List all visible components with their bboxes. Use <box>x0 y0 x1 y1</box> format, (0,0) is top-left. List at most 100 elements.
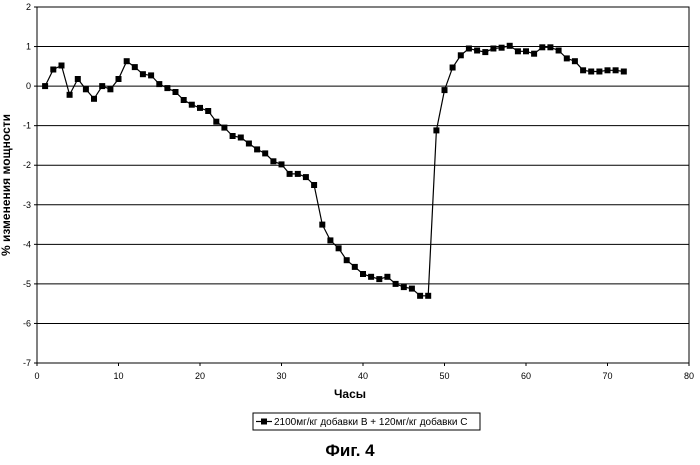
data-point <box>613 67 619 73</box>
data-point <box>230 133 236 139</box>
data-point <box>75 76 81 82</box>
data-point <box>425 293 431 299</box>
data-point <box>572 58 578 64</box>
data-point <box>181 97 187 103</box>
data-point <box>368 274 374 280</box>
figure-caption: Фиг. 4 <box>0 441 700 461</box>
data-point <box>588 69 594 75</box>
data-point <box>238 135 244 141</box>
data-point <box>262 150 268 156</box>
data-point <box>303 174 309 180</box>
data-point <box>246 141 252 147</box>
series-line <box>45 46 624 296</box>
y-tick-label: 2 <box>26 2 31 12</box>
data-point <box>352 264 358 270</box>
legend-label: 2100мг/кг добавки В + 120мг/кг добавки С <box>274 416 467 428</box>
plot-area-border <box>37 7 689 363</box>
y-tick-label: -4 <box>23 239 31 249</box>
data-point <box>173 89 179 95</box>
x-tick-label: 60 <box>521 371 531 381</box>
data-point <box>164 85 170 91</box>
y-tick-label: -2 <box>23 160 31 170</box>
data-point <box>531 51 537 57</box>
data-point <box>140 71 146 77</box>
data-point <box>433 127 439 133</box>
data-point <box>116 76 122 82</box>
data-point <box>482 49 488 55</box>
data-point <box>287 171 293 177</box>
data-point <box>556 48 562 54</box>
data-point <box>148 72 154 78</box>
y-tick-label: 0 <box>26 81 31 91</box>
data-point <box>401 284 407 290</box>
data-point <box>254 146 260 152</box>
legend: 2100мг/кг добавки В + 120мг/кг добавки С <box>253 413 480 430</box>
y-tick-label: -3 <box>23 200 31 210</box>
data-point <box>83 86 89 92</box>
data-point <box>107 86 113 92</box>
gridlines <box>37 47 689 324</box>
y-tick-label: -5 <box>23 279 31 289</box>
data-point <box>466 46 472 52</box>
y-tick-label: 1 <box>26 42 31 52</box>
data-point <box>295 171 301 177</box>
x-axis-title: Часы <box>334 387 366 401</box>
data-point <box>547 44 553 50</box>
data-point <box>91 96 97 102</box>
data-point <box>213 119 219 125</box>
y-tick-label: -7 <box>23 358 31 368</box>
data-point <box>50 67 56 73</box>
data-point <box>515 48 521 54</box>
data-point <box>442 87 448 93</box>
data-point <box>327 237 333 243</box>
x-tick-label: 80 <box>684 371 694 381</box>
data-point <box>384 274 390 280</box>
data-point <box>507 43 513 49</box>
data-point <box>189 102 195 108</box>
data-point <box>59 63 65 69</box>
data-point <box>197 105 203 111</box>
y-tick-label: -6 <box>23 318 31 328</box>
data-point <box>564 55 570 61</box>
data-point <box>311 182 317 188</box>
data-point <box>490 46 496 52</box>
data-point <box>450 65 456 71</box>
x-tick-label: 20 <box>195 371 205 381</box>
x-tick-label: 70 <box>602 371 612 381</box>
x-tick-label: 40 <box>358 371 368 381</box>
data-point <box>474 48 480 54</box>
x-tick-label: 50 <box>439 371 449 381</box>
data-point <box>409 286 415 292</box>
x-tick-label: 10 <box>113 371 123 381</box>
data-point <box>458 52 464 58</box>
data-point <box>124 58 130 64</box>
data-point <box>319 222 325 228</box>
data-point <box>156 81 162 87</box>
data-point <box>336 245 342 251</box>
legend-marker <box>261 419 267 425</box>
data-point <box>42 83 48 89</box>
data-point <box>376 276 382 282</box>
y-tick-labels: 2 1 0 -1 -2 -3 -4 -5 -6 -7 <box>23 2 37 368</box>
data-point <box>393 281 399 287</box>
x-tick-label: 30 <box>276 371 286 381</box>
data-point <box>279 161 285 167</box>
series <box>42 43 627 299</box>
data-point <box>596 69 602 75</box>
y-axis-title: % изменения мощности <box>0 114 13 256</box>
data-point <box>605 67 611 73</box>
data-point <box>539 44 545 50</box>
data-point <box>344 257 350 263</box>
data-point <box>205 108 211 114</box>
data-point <box>499 45 505 51</box>
x-tick-labels: 0 10 20 30 40 50 60 70 80 <box>34 363 694 381</box>
data-point <box>67 92 73 98</box>
data-point <box>417 293 423 299</box>
x-tick-label: 0 <box>34 371 39 381</box>
data-point <box>221 125 227 131</box>
y-tick-label: -1 <box>23 121 31 131</box>
data-point <box>621 69 627 75</box>
data-point <box>360 271 366 277</box>
data-point <box>99 83 105 89</box>
